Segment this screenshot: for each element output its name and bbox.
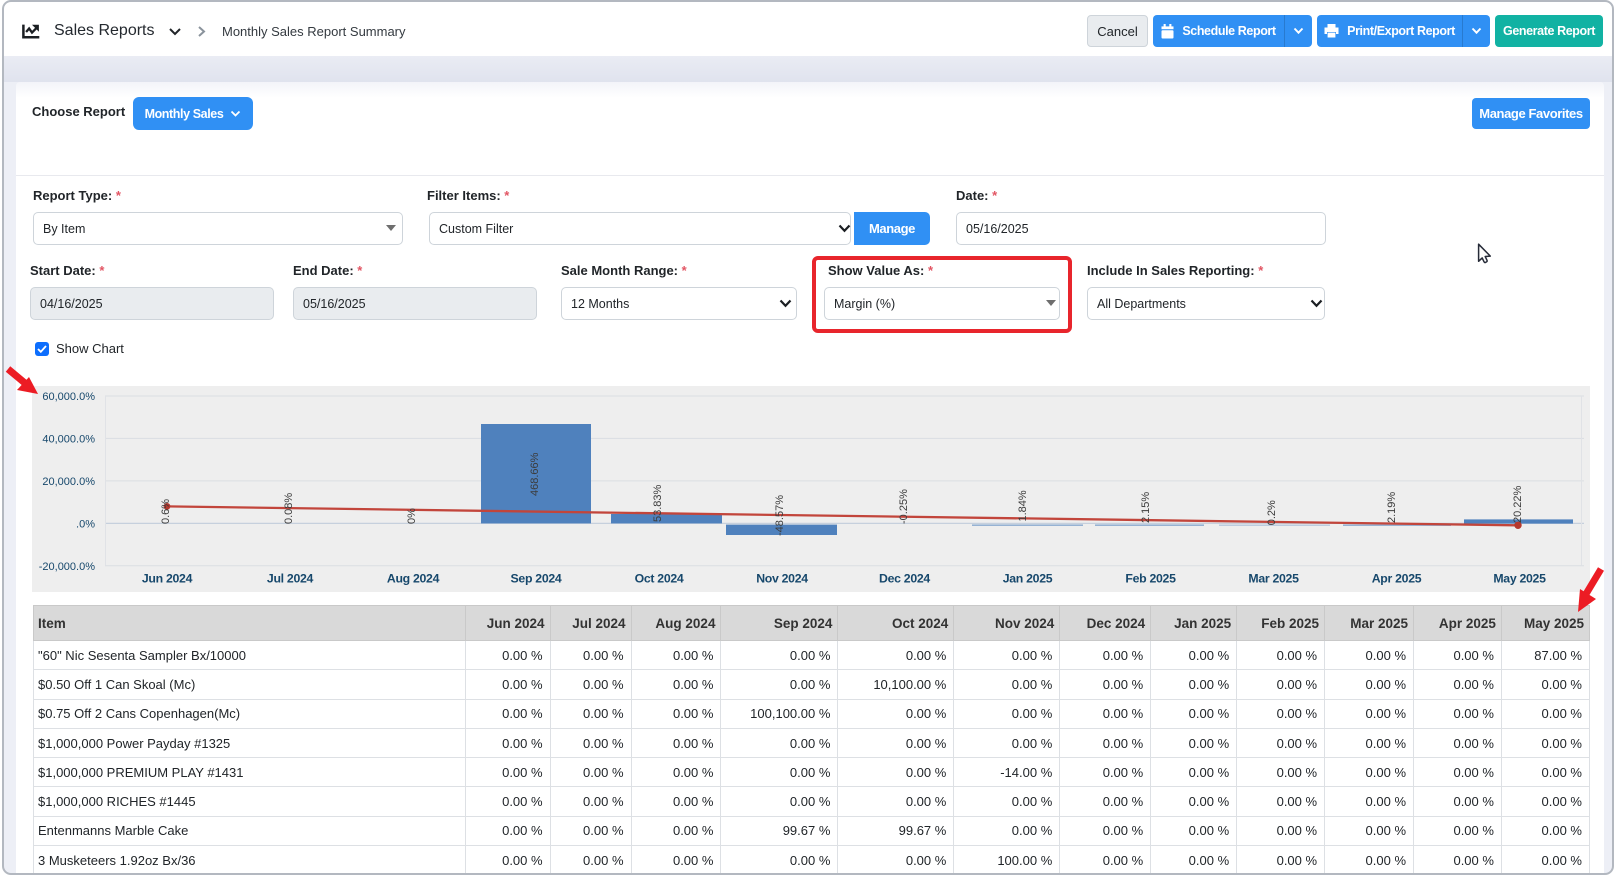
svg-text:Feb 2025: Feb 2025: [1125, 572, 1176, 586]
svg-text:-20,000.0%: -20,000.0%: [39, 561, 95, 573]
svg-text:40,000.0%: 40,000.0%: [42, 433, 95, 445]
svg-text:2.19%: 2.19%: [1386, 492, 1398, 523]
svg-text:Jul 2024: Jul 2024: [267, 572, 314, 586]
svg-text:1.84%: 1.84%: [1017, 490, 1029, 521]
svg-text:0.08%: 0.08%: [283, 493, 295, 524]
svg-text:Dec 2024: Dec 2024: [879, 572, 930, 586]
svg-text:2.15%: 2.15%: [1140, 492, 1152, 523]
svg-text:Aug 2024: Aug 2024: [387, 572, 440, 586]
svg-text:-0.25%: -0.25%: [898, 489, 910, 524]
svg-text:Oct 2024: Oct 2024: [635, 572, 684, 586]
svg-text:Jun 2024: Jun 2024: [142, 572, 193, 586]
svg-text:Apr 2025: Apr 2025: [1372, 572, 1422, 586]
svg-text:-48.57%: -48.57%: [774, 495, 786, 536]
svg-text:20,000.0%: 20,000.0%: [42, 476, 95, 488]
svg-text:Nov 2024: Nov 2024: [756, 572, 808, 586]
svg-text:Jan 2025: Jan 2025: [1003, 572, 1053, 586]
svg-text:468.66%: 468.66%: [529, 452, 541, 496]
svg-text:May 2025: May 2025: [1493, 572, 1546, 586]
svg-text:Sep 2024: Sep 2024: [511, 572, 562, 586]
svg-text:0.6%: 0.6%: [160, 499, 172, 524]
svg-text:53.83%: 53.83%: [652, 484, 664, 522]
svg-text:60,000.0%: 60,000.0%: [42, 391, 95, 403]
svg-text:0.2%: 0.2%: [1266, 500, 1278, 525]
svg-text:20.22%: 20.22%: [1512, 485, 1524, 523]
svg-text:0%: 0%: [406, 508, 418, 524]
svg-text:.0%: .0%: [76, 518, 95, 530]
svg-text:Mar 2025: Mar 2025: [1248, 572, 1299, 586]
